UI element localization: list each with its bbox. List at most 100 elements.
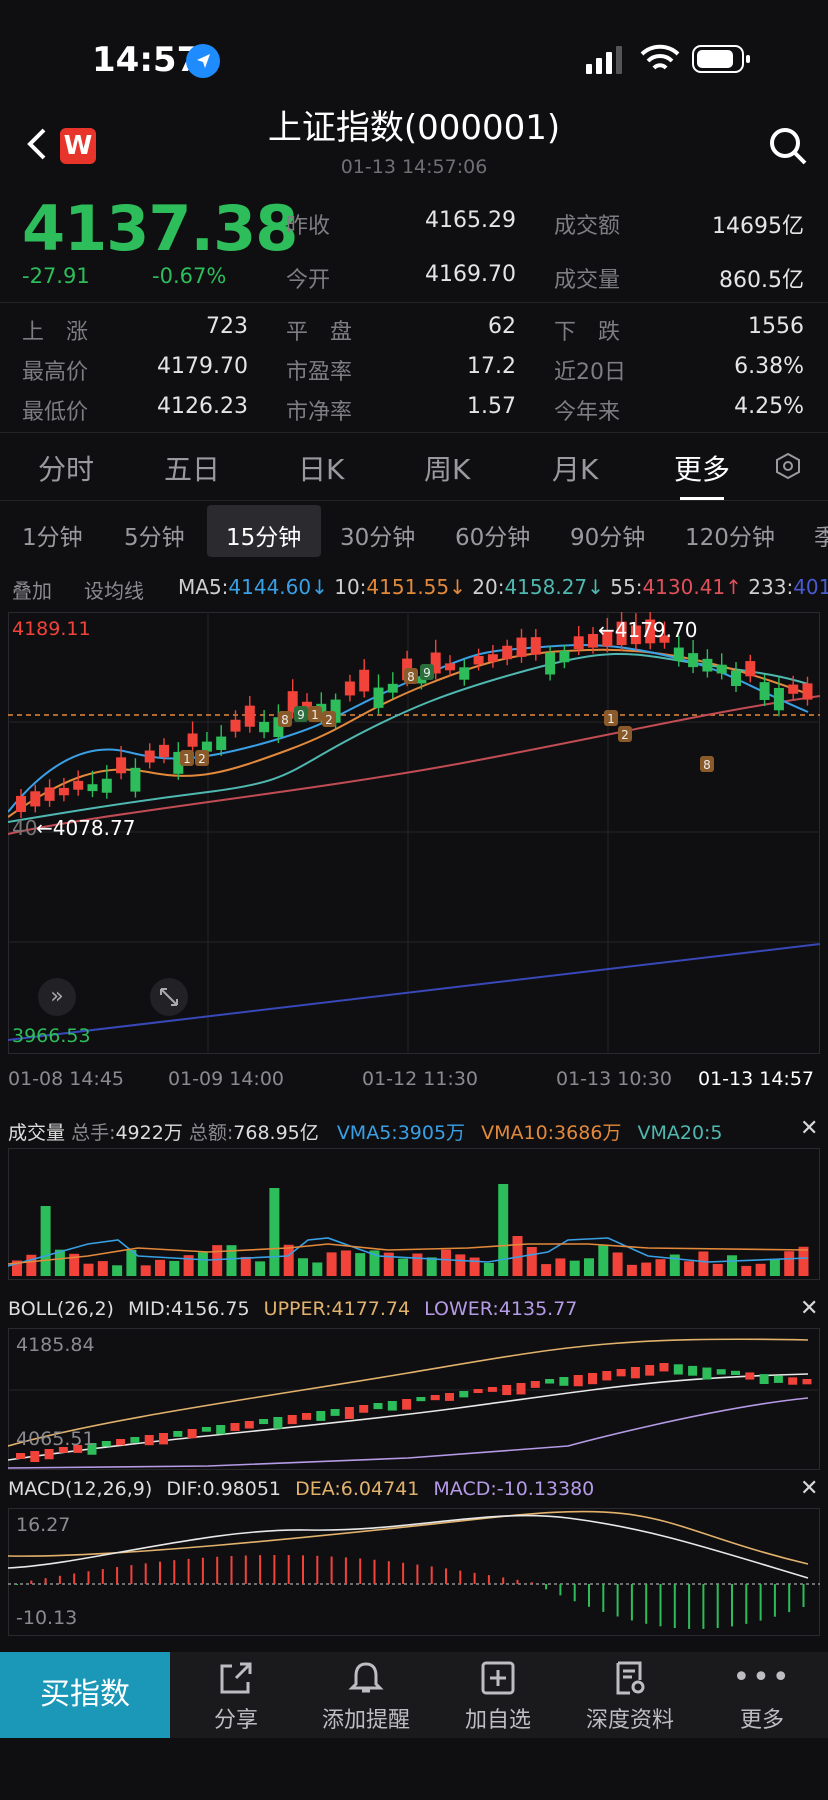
breadth-label: 市净率 (286, 400, 353, 425)
breadth-value: 17.2 (467, 354, 516, 379)
share-icon[interactable] (218, 1660, 254, 1696)
tab-60min[interactable]: 60分钟 (455, 525, 531, 551)
boll-candle (173, 1431, 183, 1437)
td-mark-bg (308, 706, 322, 722)
volume-bar (469, 1257, 480, 1276)
tab-15min[interactable]: 15分钟 (226, 525, 302, 551)
candle-body (273, 717, 284, 738)
ma5-label: MA5: (178, 575, 229, 599)
search-icon[interactable] (768, 126, 808, 166)
ma233-value: 4019. (793, 575, 828, 599)
volume-bar (183, 1255, 194, 1276)
volume-bar (312, 1262, 323, 1276)
stat-value: 860.5亿 (719, 268, 804, 293)
tab-5min[interactable]: 5分钟 (124, 525, 185, 551)
td-mark-label: 1 (607, 712, 615, 726)
location-icon (186, 44, 220, 78)
more-label[interactable]: 更多 (739, 1708, 784, 1733)
macd-bar (402, 1562, 405, 1584)
quote-timestamp: 01-13 14:57:06 (340, 156, 488, 178)
overlay-button[interactable]: 叠加 (12, 579, 52, 603)
candle-body (616, 621, 627, 646)
tab-day-k[interactable]: 日K (298, 453, 345, 486)
td-mark-label: 2 (198, 752, 206, 766)
boll-candle (87, 1443, 97, 1455)
boll-candle (559, 1377, 569, 1386)
tab-120min[interactable]: 120分钟 (685, 525, 775, 551)
set-ma-button[interactable]: 设均线 (84, 579, 144, 603)
candle-body (516, 637, 527, 657)
divider (0, 302, 828, 303)
share-label[interactable]: 分享 (213, 1708, 258, 1733)
breadth-value: 4126.23 (157, 394, 248, 419)
document-icon[interactable] (612, 1660, 648, 1696)
bell-icon[interactable] (348, 1660, 384, 1696)
td-mark-bg (195, 750, 209, 766)
volume-bar (369, 1250, 380, 1276)
dif-line (8, 1514, 809, 1579)
tab-five-day[interactable]: 五日 (164, 453, 221, 486)
fullscreen-icon[interactable] (150, 978, 188, 1016)
boll-candle (344, 1407, 354, 1419)
macd-bar (645, 1584, 648, 1624)
boll-candle (44, 1449, 54, 1460)
breadth-value: 1.57 (467, 394, 516, 419)
candle-body (373, 687, 384, 708)
tab-more[interactable]: 更多 (674, 453, 731, 486)
boll-candle (702, 1367, 712, 1380)
tab-30min[interactable]: 30分钟 (340, 525, 416, 551)
tab-90min[interactable]: 90分钟 (570, 525, 646, 551)
candle-body (573, 636, 584, 650)
macd-bar (101, 1569, 104, 1584)
close-boll-icon[interactable]: ✕ (800, 1296, 819, 1321)
ma10-label: 10: (334, 575, 367, 599)
tab-timeshare[interactable]: 分时 (38, 453, 95, 486)
macd-bar (116, 1567, 119, 1584)
close-macd-icon[interactable]: ✕ (800, 1476, 819, 1501)
tab-1min[interactable]: 1分钟 (22, 525, 83, 551)
volume-bar (298, 1258, 308, 1276)
boll-candle (659, 1363, 669, 1372)
settings-icon[interactable] (774, 452, 802, 480)
volume-bar (798, 1246, 809, 1276)
macd-bar (330, 1556, 333, 1584)
expand-left-icon[interactable]: » (38, 978, 76, 1016)
tab-week-k[interactable]: 周K (424, 453, 471, 486)
macd-bar (302, 1555, 304, 1584)
stat-value: 14695亿 (712, 214, 804, 239)
volume-bar (426, 1257, 437, 1276)
boll-candle (387, 1401, 397, 1411)
td-mark-label: 8 (281, 713, 289, 727)
tab-month-k[interactable]: 月K (552, 453, 599, 486)
candle-body (30, 791, 41, 807)
deep-data-label[interactable]: 深度资料 (585, 1708, 674, 1733)
td-mark-label: 1 (183, 752, 191, 766)
macd-bar (545, 1584, 548, 1590)
boll-candle (573, 1375, 583, 1387)
macd-bar (58, 1575, 61, 1584)
candle-body (659, 635, 670, 643)
add-favorite-icon[interactable] (480, 1660, 516, 1696)
breadth-value: 6.38% (734, 354, 804, 379)
ma55-line (8, 695, 820, 835)
stat-label: 成交量 (554, 268, 621, 293)
candle-body (416, 676, 427, 684)
close-volume-icon[interactable]: ✕ (800, 1116, 819, 1141)
boll-candle (688, 1365, 698, 1376)
boll-header: BOLL(26,2) MID:4156.75 UPPER:4177.74 LOW… (8, 1298, 577, 1320)
boll-candle (101, 1441, 111, 1447)
candle-body (16, 795, 26, 812)
macd-header: MACD(12,26,9) DIF:0.98051 DEA:6.04741 MA… (8, 1478, 594, 1500)
add-alert-label[interactable]: 添加提醒 (321, 1708, 410, 1733)
back-icon[interactable] (22, 124, 52, 164)
macd-bar (230, 1556, 233, 1584)
candle-body (230, 719, 241, 732)
add-favorite-label[interactable]: 加自选 (464, 1708, 531, 1733)
tab-season[interactable]: 季 (814, 525, 828, 551)
volume-bar (169, 1260, 180, 1276)
buy-index-button[interactable]: 买指数 (0, 1652, 170, 1738)
candle-body (187, 733, 198, 747)
more-dots-icon[interactable]: ••• (732, 1660, 792, 1695)
macd-bar (416, 1564, 419, 1584)
